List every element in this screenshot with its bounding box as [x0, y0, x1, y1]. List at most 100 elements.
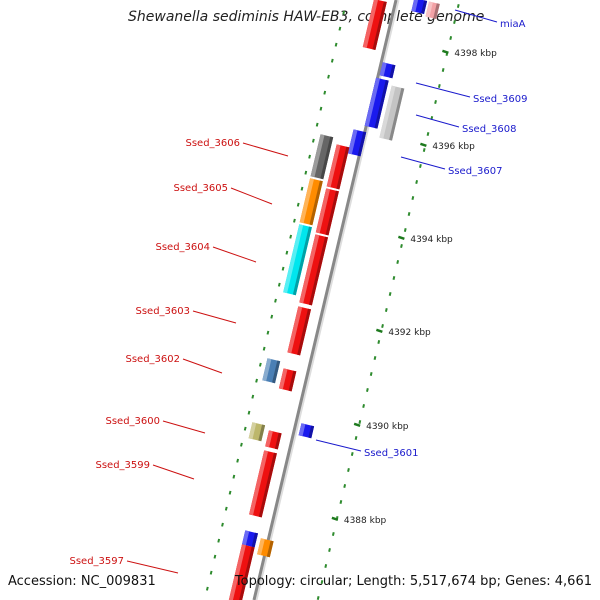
outer-guide-dot: [434, 100, 437, 105]
inner-guide-dot: [205, 586, 209, 591]
ssed-3608-gene-highlight: [379, 85, 396, 139]
gene-label-reverse: miaA: [500, 19, 526, 30]
ssed-3604-gene-highlight: [283, 224, 304, 294]
ssed-3598-gene-highlight: [242, 530, 250, 546]
gene-label-forward: Ssed_3603: [135, 306, 190, 317]
gene-label-reverse: Ssed_3601: [364, 448, 419, 459]
ssed-3597-gene-highlight: [228, 544, 246, 600]
ssed-3601-gene-shade: [308, 425, 315, 439]
outer-guide-dot: [343, 484, 347, 489]
inner-guide-dot: [319, 106, 323, 111]
outer-guide-dot: [366, 388, 369, 393]
outer-guide-dot: [456, 4, 460, 9]
ruler-tick-label: 4390 kbp: [366, 422, 409, 432]
ruler-tick: [353, 422, 361, 427]
ssed-3604-gene-shade: [292, 226, 312, 296]
outer-guide-dot: [392, 276, 396, 281]
ruler-tick: [375, 328, 383, 333]
inner-guide-dot: [323, 90, 327, 95]
leader-line-reverse: [415, 82, 471, 98]
outer-guide-dot: [316, 596, 320, 600]
ssed-3605-partner-gene-shade: [325, 190, 339, 236]
inner-guide-dot: [304, 170, 308, 175]
inner-guide-dot: [224, 506, 228, 511]
ruler-tick-label: 4394 kbp: [410, 235, 453, 245]
outer-guide-dot: [350, 452, 354, 457]
gene-label-forward: Ssed_3600: [105, 416, 160, 427]
ruler-tick: [397, 235, 405, 240]
outer-guide-dot: [347, 468, 350, 473]
inner-guide-dot: [334, 42, 338, 47]
leader-line-forward: [192, 310, 237, 324]
ssed-3606-gene-shade: [320, 136, 334, 180]
ssed-3600-gene-shade: [258, 424, 266, 442]
ssed-3609-small-gene-shade: [389, 64, 396, 79]
outer-guide-dot: [384, 308, 388, 313]
ruler-tick-label: 4388 kbp: [344, 516, 387, 526]
inner-guide-dot: [327, 74, 330, 79]
gene-label-reverse: Ssed_3607: [448, 166, 503, 177]
gene-label-reverse: Ssed_3609: [473, 94, 528, 105]
ssed-3604-partner-gene-highlight: [299, 234, 320, 304]
ruler-tick: [442, 49, 449, 54]
ruler-tick: [331, 516, 339, 521]
gene-label-reverse: Ssed_3608: [462, 124, 517, 135]
outer-guide-dot: [426, 132, 430, 137]
outer-guide-dot: [331, 532, 335, 537]
outer-guide-dot: [320, 580, 324, 585]
mia-a-shadow-gene-shade: [433, 3, 440, 19]
inner-guide-dot: [311, 138, 315, 143]
ssed-3605-partner-gene-highlight: [315, 188, 331, 234]
inner-guide-dot: [277, 282, 281, 287]
inner-guide-dot: [240, 442, 243, 447]
outer-guide-dot: [403, 228, 407, 233]
inner-guide-dot: [232, 474, 236, 479]
ssed-3598-neighbor-gene-shade: [266, 540, 274, 558]
topology-text: Topology: circular; Length: 5,517,674 bp…: [234, 574, 592, 589]
outer-guide-dot: [400, 244, 403, 249]
inner-guide-dot: [243, 426, 247, 431]
outer-guide-dot: [354, 436, 358, 441]
outer-guide-dot: [415, 180, 419, 185]
inner-guide-dot: [289, 234, 293, 239]
leader-line-forward: [152, 464, 195, 480]
leader-line-reverse: [315, 439, 362, 452]
mia-a-gene-shade: [421, 0, 428, 14]
outer-guide-dot: [453, 20, 456, 25]
outer-guide-dot: [407, 212, 411, 217]
inner-guide-dot: [315, 122, 319, 127]
outer-guide-dot: [388, 292, 392, 297]
ssed-3607-gene-shade: [357, 131, 367, 157]
outer-guide-dot: [328, 548, 331, 553]
leader-line-reverse: [400, 156, 446, 170]
inner-guide-dot: [330, 58, 334, 63]
inner-guide-dot: [296, 202, 300, 207]
outer-guide-dot: [362, 404, 366, 409]
ssed-3598-neighbor-gene-highlight: [257, 538, 265, 556]
ssed-3600-partner-gene-highlight: [265, 430, 273, 448]
ruler-tick-label: 4398 kbp: [454, 49, 497, 59]
ssed-3606-partner-gene-shade: [336, 146, 350, 190]
ssed-3602-partner-gene-shade: [288, 370, 297, 392]
outer-guide-dot: [339, 500, 343, 505]
leader-line-forward: [230, 187, 273, 205]
outer-guide-dot: [437, 84, 441, 89]
inner-guide-dot: [258, 362, 262, 367]
mia-a-gene-highlight: [411, 0, 419, 12]
inner-guide-dot: [228, 490, 232, 495]
ssed-3603-gene-highlight: [287, 306, 303, 354]
ssed-3605-gene-shade: [309, 180, 323, 226]
outer-guide-dot: [449, 36, 453, 41]
outer-guide-dot: [396, 260, 400, 265]
inner-guide-dot: [285, 250, 289, 255]
inner-guide-dot: [221, 522, 224, 527]
ssed-3602-partner-gene-highlight: [278, 368, 288, 390]
ssed-3598-gene-shade: [251, 532, 258, 548]
gene-label-forward: Ssed_3605: [173, 183, 228, 194]
ssed-3602-gene-shade: [272, 360, 281, 384]
outer-guide-dot: [377, 340, 381, 345]
ruler-tick-label: 4396 kbp: [432, 142, 475, 152]
outer-guide-dot: [324, 564, 328, 569]
inner-guide-dot: [236, 458, 240, 463]
